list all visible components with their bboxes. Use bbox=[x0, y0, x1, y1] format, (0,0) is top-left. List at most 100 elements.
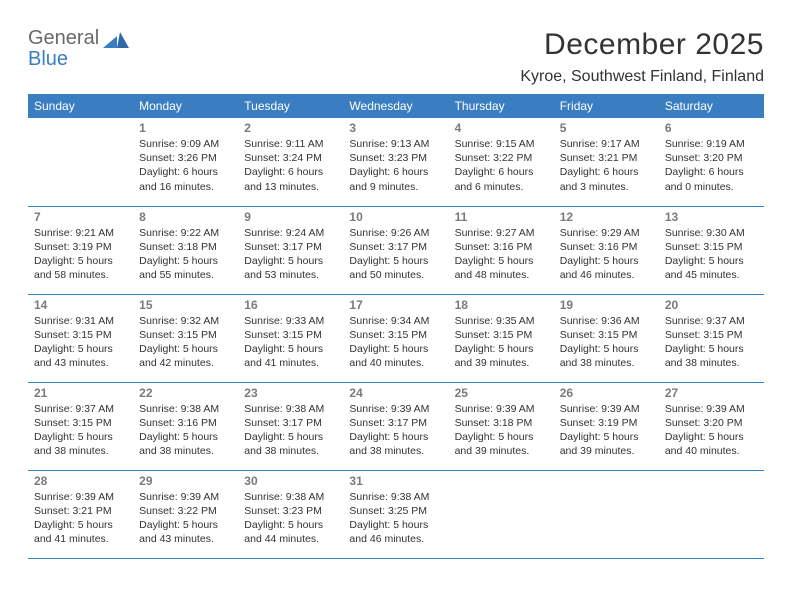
daylight-line: Daylight: 5 hours and 53 minutes. bbox=[244, 254, 337, 282]
day-number: 25 bbox=[455, 386, 548, 400]
sunset-line: Sunset: 3:20 PM bbox=[665, 416, 758, 430]
day-number: 8 bbox=[139, 210, 232, 224]
sunset-line: Sunset: 3:19 PM bbox=[34, 240, 127, 254]
sunrise-line: Sunrise: 9:26 AM bbox=[349, 226, 442, 240]
calendar-empty-cell bbox=[554, 470, 659, 558]
sunrise-line: Sunrise: 9:39 AM bbox=[665, 402, 758, 416]
sunset-line: Sunset: 3:22 PM bbox=[139, 504, 232, 518]
sunrise-line: Sunrise: 9:38 AM bbox=[139, 402, 232, 416]
calendar-day-cell: 1Sunrise: 9:09 AMSunset: 3:26 PMDaylight… bbox=[133, 118, 238, 206]
sunset-line: Sunset: 3:23 PM bbox=[244, 504, 337, 518]
daylight-line: Daylight: 5 hours and 46 minutes. bbox=[560, 254, 653, 282]
brand-part1: General bbox=[28, 27, 99, 49]
sunset-line: Sunset: 3:17 PM bbox=[244, 416, 337, 430]
brand-mark-icon bbox=[103, 30, 129, 50]
calendar-day-cell: 6Sunrise: 9:19 AMSunset: 3:20 PMDaylight… bbox=[659, 118, 764, 206]
sunset-line: Sunset: 3:26 PM bbox=[139, 151, 232, 165]
header: General Blue December 2025 Kyroe, Southw… bbox=[28, 28, 764, 86]
sunset-line: Sunset: 3:21 PM bbox=[34, 504, 127, 518]
sunset-line: Sunset: 3:15 PM bbox=[665, 240, 758, 254]
calendar-week-row: 21Sunrise: 9:37 AMSunset: 3:15 PMDayligh… bbox=[28, 382, 764, 470]
calendar-day-cell: 20Sunrise: 9:37 AMSunset: 3:15 PMDayligh… bbox=[659, 294, 764, 382]
day-number: 23 bbox=[244, 386, 337, 400]
daylight-line: Daylight: 5 hours and 43 minutes. bbox=[34, 342, 127, 370]
sunrise-line: Sunrise: 9:19 AM bbox=[665, 137, 758, 151]
day-number: 13 bbox=[665, 210, 758, 224]
daylight-line: Daylight: 5 hours and 48 minutes. bbox=[455, 254, 548, 282]
calendar-head: SundayMondayTuesdayWednesdayThursdayFrid… bbox=[28, 94, 764, 118]
sunset-line: Sunset: 3:23 PM bbox=[349, 151, 442, 165]
daylight-line: Daylight: 6 hours and 0 minutes. bbox=[665, 165, 758, 193]
sunset-line: Sunset: 3:17 PM bbox=[349, 240, 442, 254]
daylight-line: Daylight: 6 hours and 9 minutes. bbox=[349, 165, 442, 193]
sunrise-line: Sunrise: 9:21 AM bbox=[34, 226, 127, 240]
day-number: 16 bbox=[244, 298, 337, 312]
sunset-line: Sunset: 3:24 PM bbox=[244, 151, 337, 165]
daylight-line: Daylight: 5 hours and 42 minutes. bbox=[139, 342, 232, 370]
day-number: 3 bbox=[349, 121, 442, 135]
daylight-line: Daylight: 6 hours and 6 minutes. bbox=[455, 165, 548, 193]
day-number: 22 bbox=[139, 386, 232, 400]
daylight-line: Daylight: 6 hours and 16 minutes. bbox=[139, 165, 232, 193]
day-number: 18 bbox=[455, 298, 548, 312]
calendar-day-cell: 14Sunrise: 9:31 AMSunset: 3:15 PMDayligh… bbox=[28, 294, 133, 382]
day-number: 19 bbox=[560, 298, 653, 312]
day-number: 10 bbox=[349, 210, 442, 224]
day-number: 12 bbox=[560, 210, 653, 224]
day-number: 27 bbox=[665, 386, 758, 400]
sunset-line: Sunset: 3:18 PM bbox=[455, 416, 548, 430]
sunset-line: Sunset: 3:15 PM bbox=[665, 328, 758, 342]
day-number: 20 bbox=[665, 298, 758, 312]
sunrise-line: Sunrise: 9:27 AM bbox=[455, 226, 548, 240]
daylight-line: Daylight: 5 hours and 44 minutes. bbox=[244, 518, 337, 546]
calendar-day-cell: 24Sunrise: 9:39 AMSunset: 3:17 PMDayligh… bbox=[343, 382, 448, 470]
sunset-line: Sunset: 3:15 PM bbox=[139, 328, 232, 342]
sunrise-line: Sunrise: 9:36 AM bbox=[560, 314, 653, 328]
daylight-line: Daylight: 5 hours and 46 minutes. bbox=[349, 518, 442, 546]
sunrise-line: Sunrise: 9:30 AM bbox=[665, 226, 758, 240]
calendar-week-row: 14Sunrise: 9:31 AMSunset: 3:15 PMDayligh… bbox=[28, 294, 764, 382]
day-number: 7 bbox=[34, 210, 127, 224]
calendar-week-row: 28Sunrise: 9:39 AMSunset: 3:21 PMDayligh… bbox=[28, 470, 764, 558]
day-number: 2 bbox=[244, 121, 337, 135]
sunrise-line: Sunrise: 9:39 AM bbox=[139, 490, 232, 504]
sunset-line: Sunset: 3:22 PM bbox=[455, 151, 548, 165]
calendar-day-cell: 11Sunrise: 9:27 AMSunset: 3:16 PMDayligh… bbox=[449, 206, 554, 294]
day-number: 26 bbox=[560, 386, 653, 400]
calendar-day-cell: 22Sunrise: 9:38 AMSunset: 3:16 PMDayligh… bbox=[133, 382, 238, 470]
sunset-line: Sunset: 3:19 PM bbox=[560, 416, 653, 430]
sunrise-line: Sunrise: 9:39 AM bbox=[455, 402, 548, 416]
calendar-day-cell: 26Sunrise: 9:39 AMSunset: 3:19 PMDayligh… bbox=[554, 382, 659, 470]
daylight-line: Daylight: 5 hours and 38 minutes. bbox=[560, 342, 653, 370]
sunrise-line: Sunrise: 9:31 AM bbox=[34, 314, 127, 328]
sunset-line: Sunset: 3:17 PM bbox=[349, 416, 442, 430]
calendar-empty-cell bbox=[28, 118, 133, 206]
sunset-line: Sunset: 3:15 PM bbox=[349, 328, 442, 342]
sunset-line: Sunset: 3:16 PM bbox=[560, 240, 653, 254]
daylight-line: Daylight: 5 hours and 50 minutes. bbox=[349, 254, 442, 282]
calendar-day-cell: 18Sunrise: 9:35 AMSunset: 3:15 PMDayligh… bbox=[449, 294, 554, 382]
calendar-day-cell: 8Sunrise: 9:22 AMSunset: 3:18 PMDaylight… bbox=[133, 206, 238, 294]
calendar-week-row: 1Sunrise: 9:09 AMSunset: 3:26 PMDaylight… bbox=[28, 118, 764, 206]
sunset-line: Sunset: 3:21 PM bbox=[560, 151, 653, 165]
calendar-day-cell: 9Sunrise: 9:24 AMSunset: 3:17 PMDaylight… bbox=[238, 206, 343, 294]
calendar-day-cell: 17Sunrise: 9:34 AMSunset: 3:15 PMDayligh… bbox=[343, 294, 448, 382]
day-number: 17 bbox=[349, 298, 442, 312]
daylight-line: Daylight: 5 hours and 38 minutes. bbox=[34, 430, 127, 458]
sunrise-line: Sunrise: 9:38 AM bbox=[244, 402, 337, 416]
sunrise-line: Sunrise: 9:39 AM bbox=[34, 490, 127, 504]
page: General Blue December 2025 Kyroe, Southw… bbox=[0, 0, 792, 559]
sunrise-line: Sunrise: 9:11 AM bbox=[244, 137, 337, 151]
sunset-line: Sunset: 3:15 PM bbox=[34, 416, 127, 430]
calendar-body: 1Sunrise: 9:09 AMSunset: 3:26 PMDaylight… bbox=[28, 118, 764, 558]
day-number: 4 bbox=[455, 121, 548, 135]
day-number: 30 bbox=[244, 474, 337, 488]
daylight-line: Daylight: 5 hours and 39 minutes. bbox=[560, 430, 653, 458]
calendar-day-cell: 19Sunrise: 9:36 AMSunset: 3:15 PMDayligh… bbox=[554, 294, 659, 382]
day-number: 15 bbox=[139, 298, 232, 312]
sunrise-line: Sunrise: 9:15 AM bbox=[455, 137, 548, 151]
sunrise-line: Sunrise: 9:13 AM bbox=[349, 137, 442, 151]
day-number: 11 bbox=[455, 210, 548, 224]
daylight-line: Daylight: 5 hours and 55 minutes. bbox=[139, 254, 232, 282]
day-header: Monday bbox=[133, 94, 238, 118]
